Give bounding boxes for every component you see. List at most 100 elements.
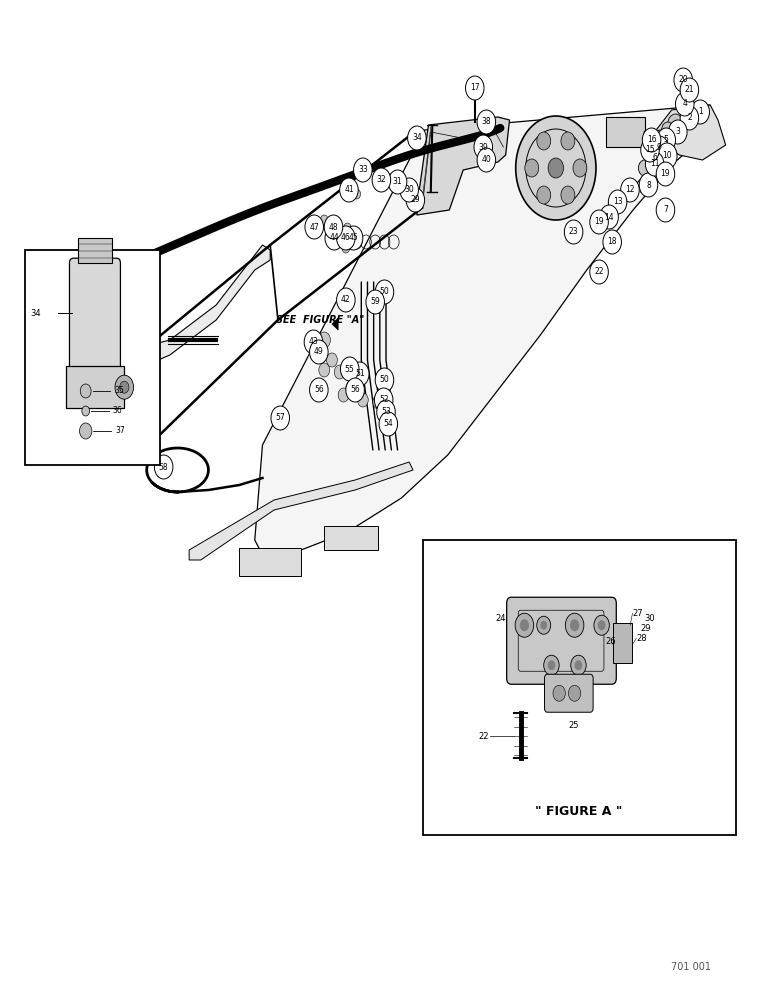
Text: 54: 54 <box>384 420 393 428</box>
Circle shape <box>344 223 351 233</box>
Text: 25: 25 <box>568 721 579 730</box>
Circle shape <box>474 135 493 159</box>
Text: 28: 28 <box>636 634 647 643</box>
FancyBboxPatch shape <box>69 258 120 373</box>
Circle shape <box>537 186 550 204</box>
FancyBboxPatch shape <box>66 366 124 408</box>
Circle shape <box>639 173 658 197</box>
FancyBboxPatch shape <box>78 238 112 263</box>
Circle shape <box>669 120 687 144</box>
Text: 11: 11 <box>650 159 659 168</box>
Circle shape <box>366 290 384 314</box>
Circle shape <box>540 621 547 630</box>
Circle shape <box>408 126 426 150</box>
Circle shape <box>354 368 364 382</box>
Text: 9: 9 <box>657 143 662 152</box>
Circle shape <box>304 330 323 354</box>
Circle shape <box>543 655 559 675</box>
Circle shape <box>318 332 330 348</box>
Circle shape <box>115 375 134 399</box>
Circle shape <box>642 128 661 152</box>
FancyBboxPatch shape <box>613 623 632 663</box>
Text: 46: 46 <box>341 233 350 242</box>
Polygon shape <box>417 117 510 215</box>
FancyBboxPatch shape <box>544 674 593 712</box>
Circle shape <box>600 205 618 229</box>
Text: 50: 50 <box>380 375 389 384</box>
Circle shape <box>353 189 361 199</box>
Circle shape <box>477 148 496 172</box>
Text: 10: 10 <box>662 151 672 160</box>
Circle shape <box>466 76 484 100</box>
Circle shape <box>570 619 579 631</box>
Circle shape <box>680 106 699 130</box>
Text: 56: 56 <box>314 385 323 394</box>
Text: 21: 21 <box>685 86 694 95</box>
Circle shape <box>339 291 353 309</box>
Circle shape <box>310 378 328 402</box>
Circle shape <box>650 136 669 160</box>
Circle shape <box>525 159 539 177</box>
Text: 45: 45 <box>349 233 358 242</box>
Circle shape <box>400 178 418 202</box>
Polygon shape <box>656 105 726 160</box>
Circle shape <box>656 162 675 186</box>
Text: 44: 44 <box>330 233 339 242</box>
Circle shape <box>565 613 584 637</box>
Text: 58: 58 <box>159 462 168 472</box>
Circle shape <box>324 215 343 239</box>
Circle shape <box>477 110 496 134</box>
Text: 29: 29 <box>411 196 420 205</box>
Text: 41: 41 <box>344 186 354 194</box>
Text: 27: 27 <box>632 609 643 618</box>
Circle shape <box>537 616 550 634</box>
Circle shape <box>347 237 355 247</box>
Text: 14: 14 <box>604 213 614 222</box>
Text: 56: 56 <box>350 385 360 394</box>
Circle shape <box>338 388 349 402</box>
Circle shape <box>548 158 564 178</box>
Circle shape <box>638 160 651 176</box>
Text: 23: 23 <box>569 228 578 236</box>
Circle shape <box>571 655 586 675</box>
Circle shape <box>656 142 669 158</box>
Text: 34: 34 <box>30 309 41 318</box>
FancyBboxPatch shape <box>239 548 301 576</box>
Circle shape <box>375 280 394 304</box>
Circle shape <box>547 660 555 670</box>
Circle shape <box>334 365 345 379</box>
Text: 39: 39 <box>479 142 488 151</box>
Polygon shape <box>77 350 158 465</box>
Text: 49: 49 <box>314 348 323 357</box>
Text: 22: 22 <box>478 732 489 741</box>
Circle shape <box>310 340 328 364</box>
FancyBboxPatch shape <box>25 250 160 465</box>
FancyBboxPatch shape <box>423 540 736 835</box>
Circle shape <box>305 215 323 239</box>
Text: 26: 26 <box>605 637 616 646</box>
Polygon shape <box>255 105 710 555</box>
Text: 1: 1 <box>698 107 703 116</box>
Text: 42: 42 <box>341 296 350 304</box>
Circle shape <box>657 128 676 152</box>
Circle shape <box>379 403 390 417</box>
Circle shape <box>80 384 91 398</box>
Circle shape <box>537 132 550 150</box>
Circle shape <box>381 413 391 427</box>
Circle shape <box>520 619 529 631</box>
Circle shape <box>337 226 355 250</box>
Circle shape <box>641 138 659 162</box>
Circle shape <box>350 362 369 386</box>
Circle shape <box>388 170 407 194</box>
Circle shape <box>645 146 664 170</box>
Circle shape <box>120 381 129 393</box>
Circle shape <box>598 620 605 630</box>
Circle shape <box>568 685 581 701</box>
Circle shape <box>564 220 583 244</box>
Circle shape <box>357 393 368 407</box>
Text: 38: 38 <box>482 117 491 126</box>
Circle shape <box>590 260 608 284</box>
Polygon shape <box>189 462 413 560</box>
Circle shape <box>340 178 358 202</box>
Circle shape <box>668 114 683 134</box>
